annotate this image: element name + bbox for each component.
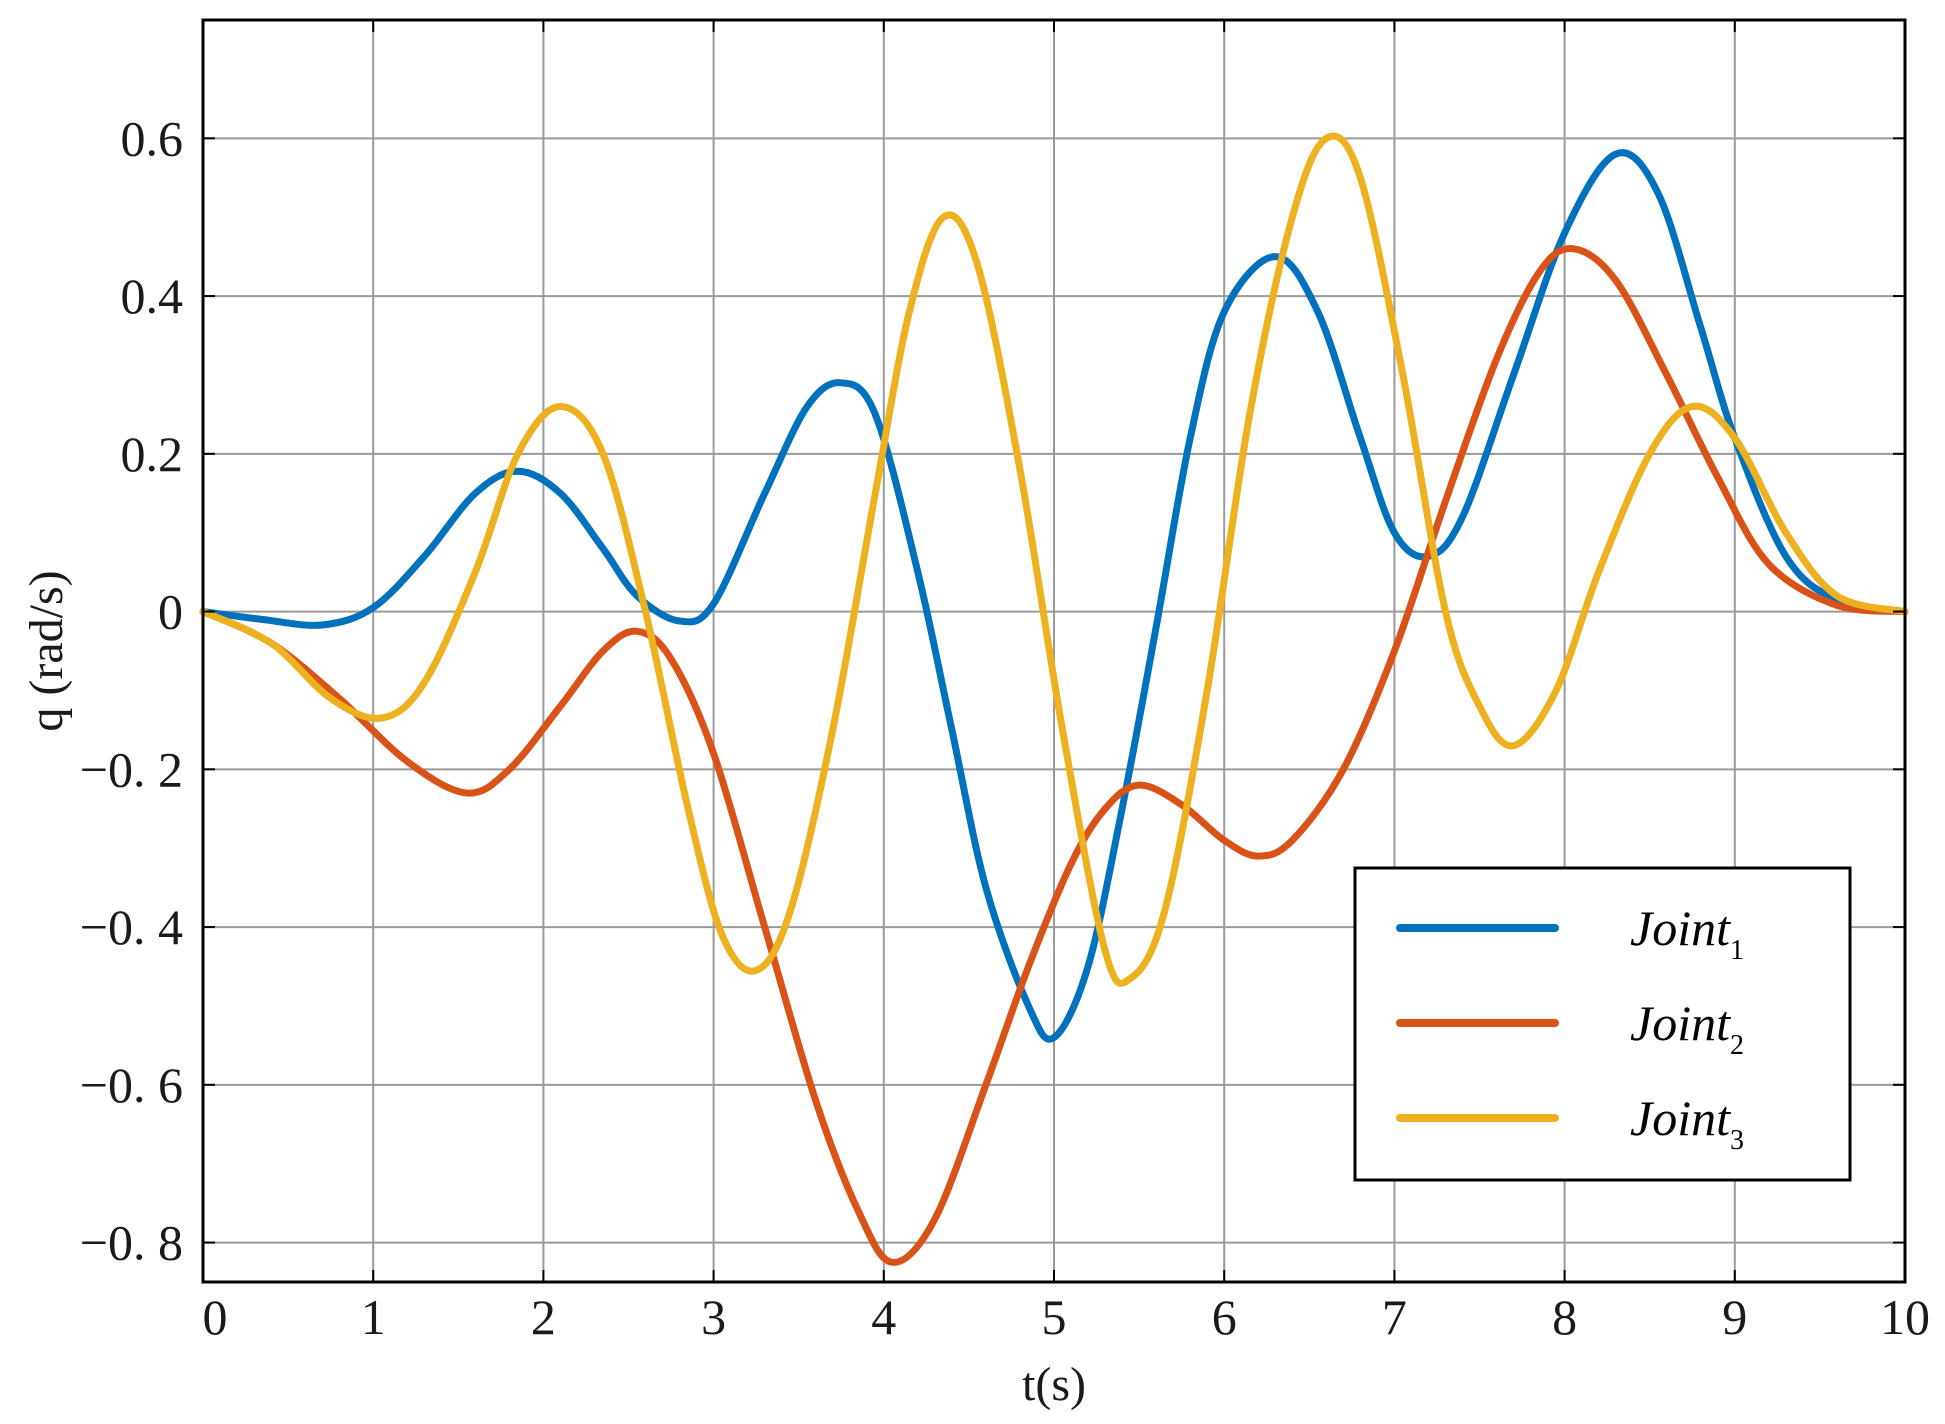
series-line-joint-1: [199, 149, 1909, 1043]
y-tick-label: 0.4: [121, 268, 184, 324]
y-tick-label: −0. 8: [80, 1215, 183, 1271]
x-tick-label: 4: [871, 1289, 896, 1345]
x-tick-label: 2: [531, 1289, 556, 1345]
y-tick-label: −0. 6: [80, 1057, 183, 1113]
y-tick-label: 0.6: [121, 110, 184, 166]
series-line-joint-2: [199, 245, 1909, 1266]
x-tick-label: 3: [701, 1289, 726, 1345]
legend-label-1: Joint1: [1630, 900, 1744, 966]
legend-label-name: Joint: [1630, 1090, 1731, 1146]
x-tick-label: 8: [1552, 1289, 1577, 1345]
legend-label-subscript: 2: [1730, 1030, 1744, 1061]
legend-label-subscript: 1: [1730, 935, 1744, 966]
x-tick-label: 5: [1042, 1289, 1067, 1345]
x-tick-label: 10: [1880, 1289, 1930, 1345]
y-axis-label: q (rad/s): [20, 570, 73, 731]
y-tick-label: −0. 2: [80, 741, 183, 797]
x-tick-label: 6: [1212, 1289, 1237, 1345]
x-tick-label: 1: [361, 1289, 386, 1345]
legend-label-name: Joint: [1630, 995, 1731, 1051]
y-tick-label: 0: [158, 584, 183, 640]
y-tick-label: −0. 4: [80, 899, 183, 955]
legend-label-2: Joint2: [1630, 995, 1744, 1061]
x-tick-label: 7: [1382, 1289, 1407, 1345]
x-tick-label: 0: [203, 1289, 228, 1345]
legend-label-name: Joint: [1630, 900, 1731, 956]
series-lines: [199, 132, 1909, 1266]
x-axis-label: t(s): [1022, 1358, 1086, 1411]
legend-label-3: Joint3: [1630, 1090, 1744, 1156]
y-tick-label: 0.2: [121, 426, 184, 482]
legend-label-subscript: 3: [1730, 1125, 1744, 1156]
axis-ticks: 0 1 2 3 4 5 6 7 8 9 10 0.6 0.4 0.2 0 −0. 2 −0. 4 −0. 6 −0.…: [80, 20, 1930, 1345]
x-tick-label: 9: [1722, 1289, 1747, 1345]
series-line-joint-3: [199, 132, 1909, 987]
